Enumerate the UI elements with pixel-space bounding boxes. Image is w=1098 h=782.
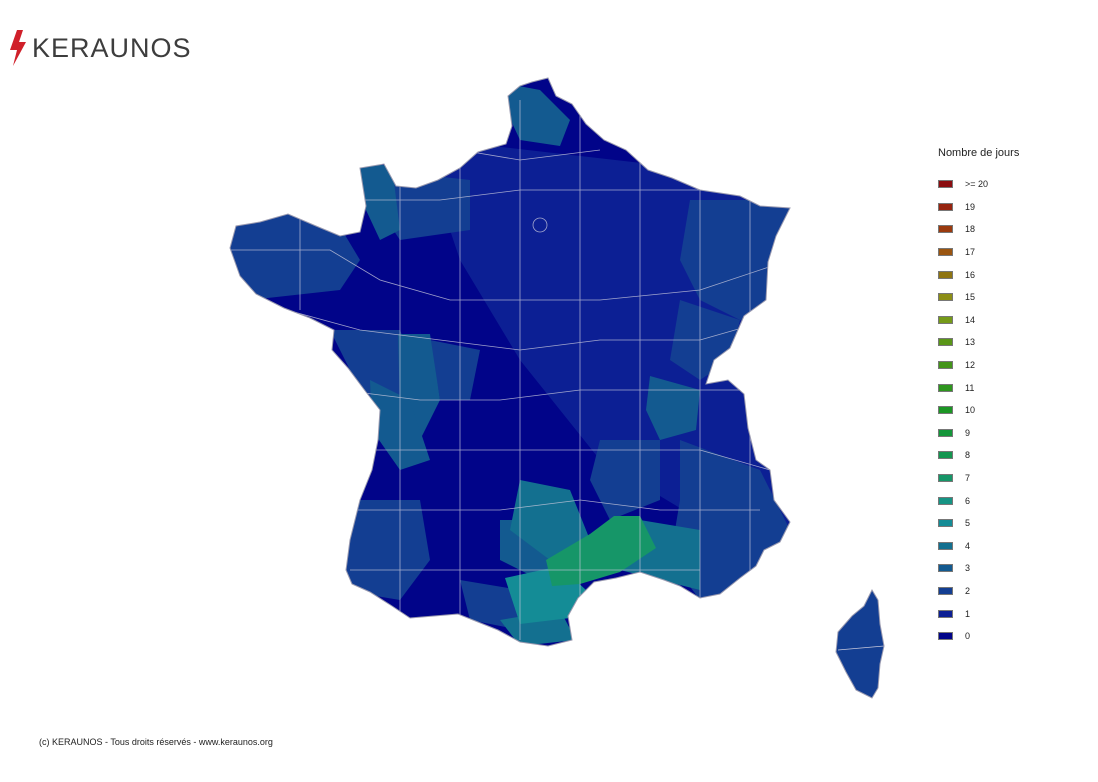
legend-item: 11: [938, 376, 1019, 399]
legend-swatch: [938, 406, 953, 415]
legend-label: 8: [965, 450, 971, 461]
legend-swatch: [938, 632, 953, 641]
legend-item: 9: [938, 422, 1019, 445]
region-ain: [646, 376, 700, 440]
legend-item: 0: [938, 625, 1019, 648]
legend-swatch: [938, 361, 953, 370]
legend-label: 7: [965, 473, 971, 484]
legend-label: 6: [965, 495, 971, 506]
legend-swatch: [938, 270, 953, 279]
legend-label: 17: [965, 247, 976, 258]
region-poitou: [430, 340, 480, 400]
legend-label: 11: [965, 382, 975, 393]
legend-swatch: [938, 474, 953, 483]
legend-label: 3: [965, 563, 971, 574]
region-normandy: [380, 170, 470, 240]
legend-label: 16: [965, 269, 976, 280]
legend-label: 4: [965, 540, 971, 551]
legend-item: 17: [938, 241, 1019, 264]
legend-swatch: [938, 451, 953, 460]
legend-item: 14: [938, 309, 1019, 332]
legend-swatch: [938, 315, 953, 324]
legend-swatch: [938, 541, 953, 550]
copyright-footer: (c) KERAUNOS - Tous droits réservés - ww…: [39, 737, 273, 747]
legend-swatch: [938, 383, 953, 392]
legend-label: 9: [965, 427, 971, 438]
region-gard-herault: [546, 516, 656, 586]
legend-label: 18: [965, 224, 976, 235]
legend-label: 2: [965, 585, 971, 596]
legend-item: 16: [938, 263, 1019, 286]
legend-swatch: [938, 293, 953, 302]
region-landes: [340, 500, 430, 600]
legend-label: 14: [965, 314, 976, 325]
legend-label: 0: [965, 631, 971, 642]
region-nord: [506, 84, 570, 146]
region-corsica: [836, 590, 884, 698]
legend-swatch: [938, 564, 953, 573]
region-pyrenees: [460, 580, 520, 630]
legend-title: Nombre de jours: [938, 147, 1020, 159]
legend-item: 2: [938, 580, 1019, 603]
legend-item: 12: [938, 354, 1019, 377]
legend-swatch: [938, 202, 953, 211]
legend-swatch: [938, 428, 953, 437]
corsica-outline: [835, 588, 885, 699]
legend-swatch: [938, 225, 953, 234]
legend-item: 7: [938, 467, 1019, 490]
region-manche: [358, 162, 400, 240]
legend-swatch: [938, 519, 953, 528]
legend-label: 15: [965, 292, 976, 303]
legend-label: 13: [965, 337, 976, 348]
legend-items: >= 20 19 18 17 16 15 14 13 12 11 10 9 8 7 6 5 4 3 2 1 0: [938, 173, 1019, 647]
legend-item: 10: [938, 399, 1019, 422]
keraunos-logo: KERAUNOS: [8, 28, 192, 68]
legend-swatch: [938, 496, 953, 505]
legend-item: 15: [938, 286, 1019, 309]
legend-label: 19: [965, 201, 976, 212]
region-aveyron: [510, 480, 590, 560]
legend-swatch: [938, 338, 953, 347]
region-brittany: [230, 210, 360, 300]
region-east: [680, 200, 790, 320]
legend: Nombre de jours >= 20 19 18 17 16 15 14 13 12 11 1…: [938, 147, 1019, 647]
france-outline: [229, 77, 791, 647]
legend-swatch: [938, 586, 953, 595]
legend-item: 3: [938, 557, 1019, 580]
legend-item: 8: [938, 444, 1019, 467]
legend-item: 4: [938, 535, 1019, 558]
legend-label: 1: [965, 608, 971, 619]
legend-label: >= 20: [965, 179, 989, 190]
legend-swatch: [938, 248, 953, 257]
lightning-bolt-icon: [10, 30, 26, 66]
legend-label: 12: [965, 360, 976, 371]
legend-swatch: [938, 609, 953, 618]
legend-item: 5: [938, 512, 1019, 535]
legend-item: 6: [938, 489, 1019, 512]
legend-item: 13: [938, 331, 1019, 354]
legend-swatch: [938, 180, 953, 189]
logo-text: KERAUNOS: [32, 32, 192, 63]
legend-label: 5: [965, 518, 971, 529]
legend-item: 19: [938, 196, 1019, 219]
legend-item: 18: [938, 218, 1019, 241]
region-ardeche: [590, 440, 660, 520]
legend-item: 1: [938, 602, 1019, 625]
legend-item: >= 20: [938, 173, 1019, 196]
legend-label: 10: [965, 405, 976, 416]
